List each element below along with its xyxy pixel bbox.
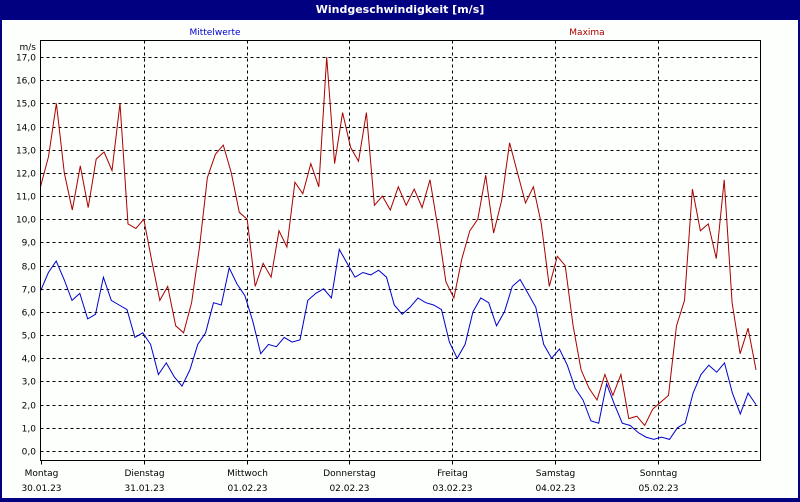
y-tick-label: 0,0 [22, 448, 37, 458]
mean-series-line [40, 247, 757, 440]
grid-lines [40, 40, 761, 461]
x-date-label: 01.02.23 [227, 484, 267, 494]
plot-frame [40, 40, 761, 461]
y-axis-ticks: 17,0 16,0 15,0 14,0 13,0 12,0 11,0 10,0 9,0 8,0 7,… [16, 54, 36, 458]
y-tick-label: 1,0 [22, 425, 37, 435]
x-date-label: 05.02.23 [638, 484, 678, 494]
y-tick-label: 16,0 [16, 77, 36, 87]
y-tick-label: 6,0 [22, 309, 37, 319]
y-tick-label: 12,0 [16, 170, 36, 180]
chart-panel: Mittelwerte Maxima m/s 17,0 16,0 15,0 14,0 1… [2, 20, 798, 498]
y-tick-label: 8,0 [22, 263, 37, 273]
legend-max-label: Maxima [569, 28, 604, 38]
x-date-label: 04.02.23 [535, 484, 575, 494]
y-tick-label: 7,0 [22, 286, 37, 296]
x-date-label: 03.02.23 [432, 484, 472, 494]
y-tick-label: 13,0 [16, 147, 36, 157]
line-chart: Mittelwerte Maxima m/s 17,016,015,014,01… [16, 28, 761, 494]
x-day-label: Freitag [437, 469, 468, 479]
y-tick-label: 14,0 [16, 124, 36, 134]
x-date-label: 02.02.23 [329, 484, 369, 494]
x-day-label: Montag [25, 469, 59, 479]
window-title: Windgeschwindigkeit [m/s] [0, 0, 800, 20]
y-tick-label: 3,0 [22, 378, 37, 388]
x-day-label: Dienstag [124, 469, 164, 479]
y-tick-label: 4,0 [22, 355, 37, 365]
y-tick-label: 2,0 [22, 402, 37, 412]
legend-mean-label: Mittelwerte [189, 28, 240, 38]
x-date-label: 31.01.23 [124, 484, 164, 494]
x-date-label: 30.01.23 [21, 484, 61, 494]
y-tick-label: 5,0 [22, 332, 37, 342]
y-axis-unit: m/s [20, 43, 37, 53]
x-day-label: Mittwoch [227, 469, 268, 479]
maxima-series-line [40, 56, 757, 427]
y-tick-label: 9,0 [22, 239, 37, 249]
x-day-label: Samstag [536, 469, 575, 479]
y-tick-label: 10,0 [16, 216, 36, 226]
y-tick-label: 15,0 [16, 100, 36, 110]
x-day-label: Donnerstag [323, 469, 376, 479]
y-tick-label: 11,0 [16, 193, 36, 203]
x-day-label: Sonntag [640, 469, 677, 479]
x-axis-ticks: Montag 30.01.23 Dienstag 31.01.23 Mittwoch 01… [21, 460, 679, 494]
y-tick-label: 17,0 [16, 54, 36, 64]
